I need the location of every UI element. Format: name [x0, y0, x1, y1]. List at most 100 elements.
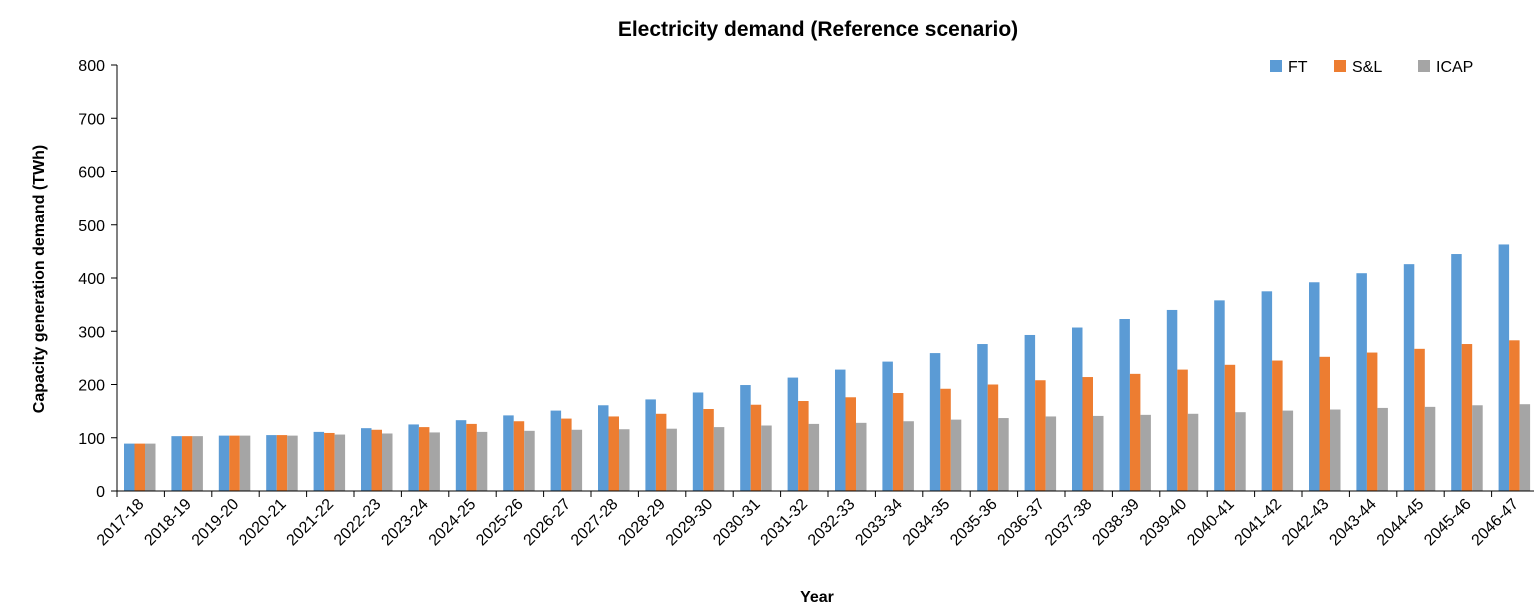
x-tick-label: 2019-20	[189, 496, 243, 550]
bar-icap-2022-23	[382, 433, 393, 491]
bar-s-l-2046-47	[1509, 340, 1520, 491]
bar-s-l-2037-38	[1082, 377, 1093, 491]
bar-s-l-2019-20	[229, 435, 240, 491]
y-tick-label: 400	[78, 271, 105, 288]
y-tick-label: 800	[78, 58, 105, 75]
bar-ft-2035-36	[977, 344, 988, 491]
bar-icap-2029-30	[713, 427, 725, 491]
bar-ft-2028-29	[645, 399, 656, 491]
bar-ft-2045-46	[1451, 254, 1462, 491]
bar-ft-2046-47	[1498, 244, 1510, 491]
bar-ft-2037-38	[1072, 327, 1083, 491]
x-tick-label: 2027-28	[568, 496, 622, 550]
bar-s-l-2027-28	[608, 416, 619, 491]
x-tick-label: 2043-44	[1326, 496, 1380, 550]
bar-s-l-2020-21	[276, 435, 288, 491]
x-tick-label: 2024-25	[426, 496, 480, 550]
bar-icap-2031-32	[808, 423, 820, 491]
bar-ft-2042-43	[1309, 282, 1320, 491]
legend-label: FT	[1288, 59, 1308, 76]
bar-icap-2033-34	[903, 421, 914, 491]
x-tick-label: 2044-45	[1374, 496, 1428, 550]
legend-label: S&L	[1352, 59, 1382, 76]
y-axis: 0 100 200 300 400 500 600 700 800	[78, 58, 118, 501]
legend-swatch	[1270, 60, 1282, 72]
bar-icap-2034-35	[950, 419, 962, 491]
x-tick-label: 2026-27	[521, 496, 575, 550]
x-tick-label: 2037-38	[1042, 496, 1096, 550]
legend: FT S&L ICAP	[1270, 59, 1473, 76]
x-axis: 2017-182018-192019-202020-212021-222022-…	[94, 490, 1534, 550]
bar-s-l-2042-43	[1319, 356, 1330, 491]
bar-icap-2019-20	[239, 435, 251, 491]
bar-ft-2018-19	[171, 436, 182, 491]
bar-icap-2044-45	[1424, 406, 1436, 491]
bar-s-l-2026-27	[561, 418, 572, 491]
bar-icap-2024-25	[476, 431, 488, 491]
x-tick-label: 2025-26	[473, 496, 527, 550]
bar-icap-2032-33	[856, 422, 867, 491]
bar-s-l-2023-24	[418, 427, 430, 491]
bar-s-l-2024-25	[466, 423, 477, 491]
bar-icap-2017-18	[145, 443, 156, 491]
bar-ft-2022-23	[361, 428, 372, 491]
x-tick-label: 2020-21	[236, 496, 290, 550]
legend-label: ICAP	[1436, 59, 1473, 76]
bar-ft-2039-40	[1166, 309, 1178, 491]
bar-s-l-2029-30	[703, 408, 714, 491]
bar-icap-2025-26	[524, 430, 535, 491]
bar-icap-2046-47	[1519, 404, 1531, 491]
bar-ft-2040-41	[1214, 300, 1225, 491]
bar-icap-2040-41	[1235, 412, 1246, 491]
x-tick-label: 2029-30	[663, 496, 717, 550]
bar-ft-2038-39	[1119, 319, 1130, 491]
bar-s-l-2038-39	[1129, 373, 1141, 491]
x-tick-label: 2023-24	[378, 496, 432, 550]
bar-ft-2017-18	[124, 443, 135, 491]
x-tick-label: 2021-22	[284, 496, 338, 550]
y-tick-label: 700	[78, 111, 105, 128]
bar-ft-2019-20	[218, 435, 230, 491]
bar-s-l-2034-35	[940, 388, 951, 491]
bar-icap-2021-22	[334, 434, 346, 491]
x-axis-label: Year	[800, 589, 834, 605]
bar-s-l-2039-40	[1177, 369, 1188, 491]
bar-marks	[124, 244, 1531, 491]
x-tick-label: 2039-40	[1137, 496, 1191, 550]
y-tick-label: 100	[78, 431, 105, 448]
bar-icap-2038-39	[1140, 414, 1151, 491]
bar-ft-2031-32	[787, 377, 799, 491]
bar-icap-2036-37	[1045, 416, 1057, 491]
x-tick-label: 2036-37	[995, 496, 1049, 550]
x-tick-label: 2038-39	[1089, 496, 1143, 550]
bar-icap-2030-31	[761, 425, 772, 491]
x-tick-label: 2031-32	[758, 496, 812, 550]
y-axis-label: Capacity generation demand (TWh)	[31, 145, 48, 413]
bar-ft-2041-42	[1261, 291, 1273, 491]
bar-s-l-2040-41	[1224, 364, 1236, 491]
x-tick-label: 2028-29	[615, 496, 669, 550]
x-tick-label: 2035-36	[947, 496, 1001, 550]
legend-swatch	[1418, 60, 1430, 72]
y-tick-label: 200	[78, 378, 105, 395]
bar-ft-2032-33	[835, 369, 846, 491]
bar-icap-2039-40	[1187, 413, 1199, 491]
bar-ft-2029-30	[692, 392, 704, 491]
x-tick-label: 2030-31	[710, 496, 764, 550]
bar-ft-2044-45	[1403, 264, 1415, 491]
bar-s-l-2021-22	[324, 432, 335, 491]
bar-s-l-2045-46	[1461, 344, 1473, 491]
y-tick-label: 300	[78, 324, 105, 341]
x-tick-label: 2041-42	[1232, 496, 1286, 550]
bar-icap-2045-46	[1472, 405, 1483, 491]
x-tick-label: 2034-35	[900, 496, 954, 550]
bar-ft-2036-37	[1024, 334, 1036, 491]
bar-icap-2037-38	[1093, 415, 1104, 491]
bar-s-l-2035-36	[987, 384, 999, 491]
bar-icap-2018-19	[192, 436, 203, 491]
x-tick-label: 2045-46	[1421, 496, 1475, 550]
bar-ft-2023-24	[408, 424, 419, 491]
bar-s-l-2043-44	[1366, 352, 1378, 491]
